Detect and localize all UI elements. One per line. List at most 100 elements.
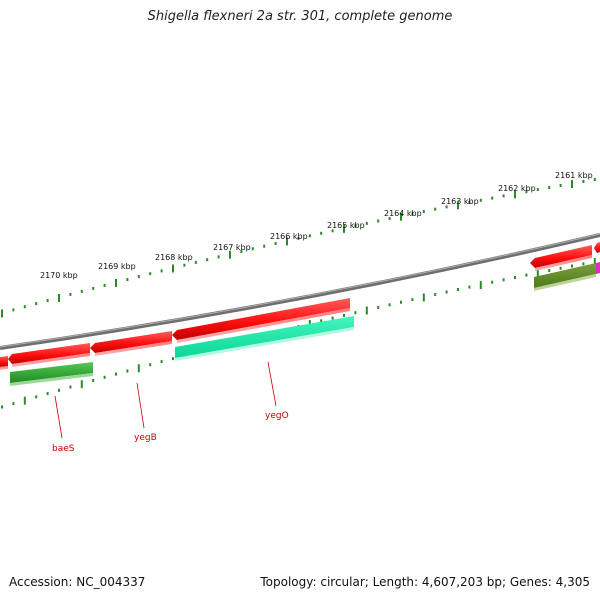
scale-label: 2167 kbp	[213, 243, 251, 252]
minor-tick	[525, 190, 528, 194]
minor-tick	[502, 278, 505, 282]
minor-tick	[35, 302, 38, 306]
minor-tick	[183, 263, 186, 267]
minor-tick	[365, 221, 368, 225]
minor-tick	[434, 207, 437, 211]
forward-strand-genes	[0, 242, 600, 370]
minor-tick	[12, 402, 15, 406]
minor-tick	[172, 357, 174, 361]
minor-tick	[514, 276, 516, 279]
gene-box[interactable]	[534, 263, 596, 288]
scale-label: 2166 kbp	[270, 232, 308, 241]
minor-tick	[320, 319, 323, 323]
minor-tick	[297, 236, 300, 240]
genome-summary-text: Topology: circular; Length: 4,607,203 bp…	[260, 575, 590, 589]
major-tick	[58, 294, 60, 302]
major-tick	[457, 201, 459, 210]
minor-tick	[491, 280, 494, 284]
minor-tick	[536, 188, 539, 192]
minor-tick	[525, 273, 528, 277]
minor-tick	[115, 372, 117, 376]
major-tick	[536, 269, 539, 278]
minor-tick	[388, 303, 391, 307]
minor-tick	[445, 205, 448, 209]
minor-tick	[126, 369, 129, 373]
minor-tick	[149, 272, 152, 276]
minor-tick	[582, 262, 585, 266]
reverse-strand-genes	[10, 262, 600, 386]
major-tick	[23, 396, 26, 405]
gene-arrow[interactable]	[90, 331, 172, 353]
minor-tick	[582, 180, 585, 183]
minor-tick	[559, 184, 562, 187]
minor-tick	[422, 210, 425, 213]
leader-line	[136, 382, 145, 429]
minor-tick	[194, 260, 197, 264]
minor-tick	[92, 379, 95, 382]
minor-tick	[160, 269, 163, 273]
minor-tick	[388, 217, 391, 221]
minor-tick	[479, 198, 482, 202]
minor-tick	[149, 363, 152, 367]
minor-tick	[251, 247, 254, 251]
major-tick	[365, 306, 368, 315]
minor-tick	[468, 285, 471, 289]
minor-tick	[206, 258, 209, 262]
genome-backbone	[0, 233, 600, 350]
minor-tick	[217, 255, 220, 259]
minor-tick	[103, 283, 106, 287]
minor-tick	[23, 305, 26, 309]
gene-labels: baeS yegB yegO	[52, 411, 289, 454]
minor-tick	[35, 395, 38, 399]
minor-tick	[160, 360, 163, 364]
gene-arrow-shadow	[0, 366, 8, 370]
minor-tick	[12, 308, 15, 312]
major-tick	[286, 237, 288, 246]
scale-label: 2162 kbp	[498, 184, 536, 193]
major-tick	[137, 364, 140, 373]
major-tick	[400, 212, 402, 221]
minor-tick	[58, 388, 60, 392]
major-tick	[514, 190, 516, 199]
gene-arrow[interactable]	[172, 298, 350, 340]
gene-arrow[interactable]	[530, 245, 592, 268]
accession-text: Accession: NC_004337	[9, 575, 146, 589]
gene-box-yegO[interactable]	[175, 316, 354, 358]
major-tick	[115, 278, 117, 287]
minor-tick	[400, 300, 402, 304]
minor-tick	[502, 194, 505, 198]
gene-box-baeS[interactable]	[10, 362, 93, 383]
gene-arrow[interactable]	[8, 343, 90, 364]
major-tick	[422, 293, 425, 302]
outer-tick-track	[1, 178, 596, 318]
gene-label-baeS[interactable]: baeS	[52, 444, 75, 454]
minor-tick	[377, 219, 380, 223]
gene-box-shadow	[175, 327, 354, 361]
minor-tick	[308, 234, 311, 238]
gene-box-shadow	[10, 373, 93, 386]
genome-backbone-highlight	[0, 233, 600, 348]
minor-tick	[69, 385, 72, 389]
minor-tick	[331, 229, 334, 233]
minor-tick	[343, 313, 345, 317]
major-tick	[479, 281, 482, 290]
scale-label: 2165 kbp	[327, 221, 365, 230]
gene-arrow[interactable]	[0, 356, 8, 367]
minor-tick	[445, 290, 448, 294]
minor-tick	[92, 286, 95, 290]
minor-tick	[69, 292, 72, 296]
minor-tick	[274, 242, 277, 245]
leader-line	[54, 395, 63, 439]
gene-label-yegB[interactable]: yegB	[134, 433, 157, 443]
gene-box[interactable]	[596, 262, 600, 274]
major-tick	[229, 250, 231, 259]
gene-arrow-shadow	[177, 308, 350, 343]
major-tick	[343, 224, 345, 233]
gene-arrow[interactable]	[594, 242, 600, 253]
gene-label-yegO[interactable]: yegO	[265, 411, 289, 421]
minor-tick	[263, 244, 266, 248]
major-tick	[593, 258, 596, 267]
minor-tick	[434, 293, 437, 296]
minor-tick	[126, 278, 129, 281]
